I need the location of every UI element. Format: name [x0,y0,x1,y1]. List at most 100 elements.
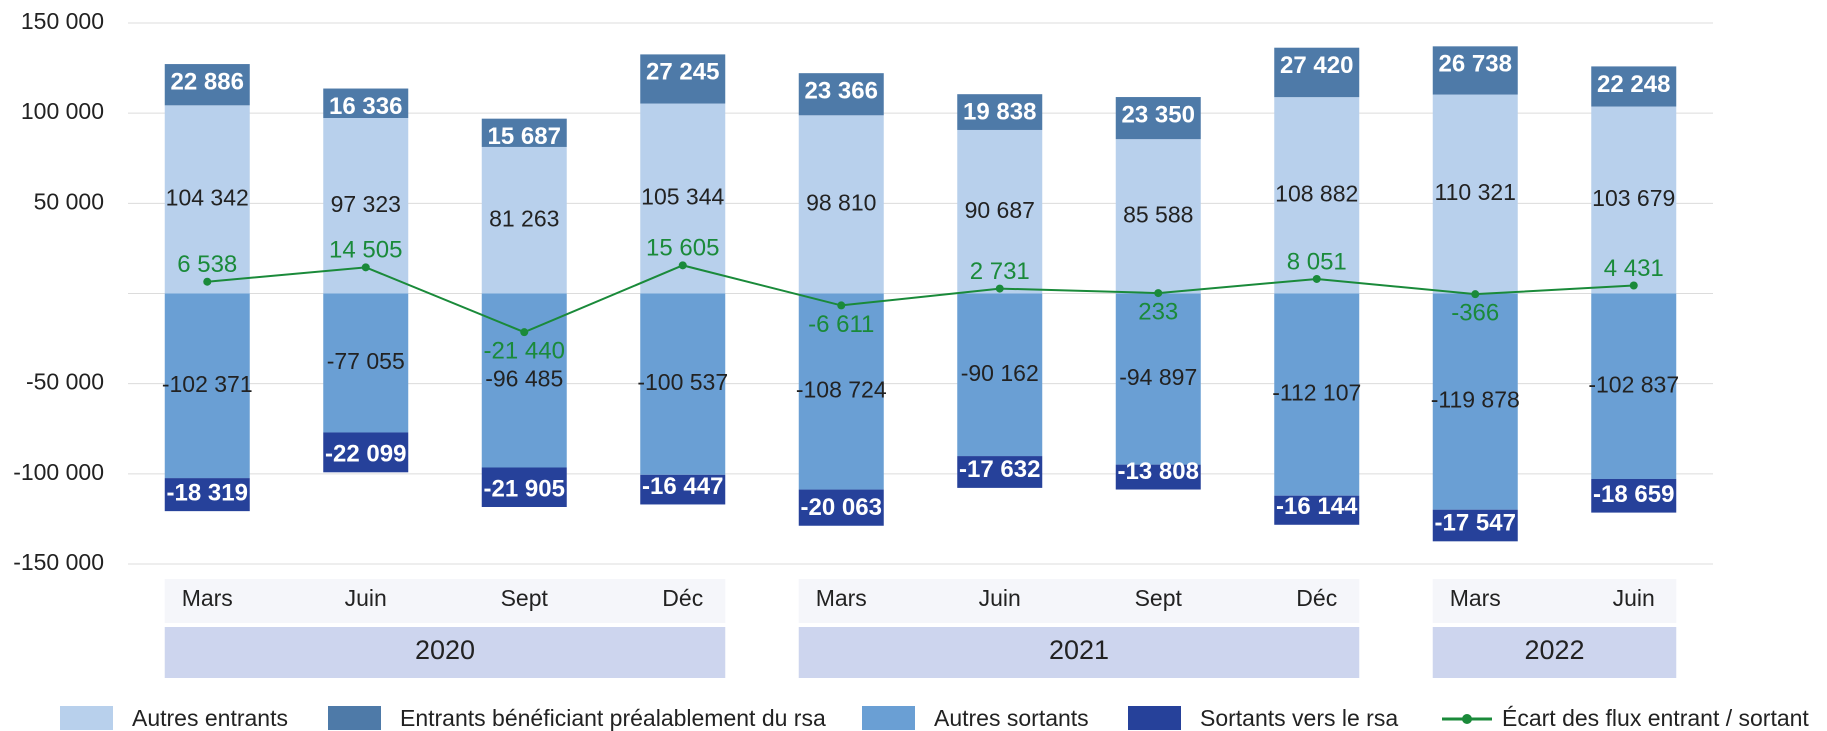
bar-segment [323,293,409,433]
data-label: 19 838 [963,99,1036,126]
legend-dot [1462,714,1472,724]
bar-segment [164,64,250,106]
data-label: -17 632 [959,456,1040,483]
bar-segment [1274,293,1360,496]
legend-swatch [1128,706,1181,730]
bar-segment [1115,139,1201,294]
year-box [798,627,1360,678]
data-label: -18 319 [167,479,248,506]
data-label: 23 350 [1122,101,1195,128]
bar-segment [640,54,726,104]
bar-segment [1432,94,1518,294]
data-label: -16 447 [642,473,723,500]
data-label: -96 485 [485,366,563,392]
line-point [1312,274,1321,283]
line-point [995,284,1004,293]
line-point [203,277,212,286]
bar-segment [798,73,884,116]
line-point [678,261,687,270]
data-label: 105 344 [641,184,724,210]
legend-label: Autres sortants [934,705,1089,731]
data-label: 103 679 [1592,185,1675,211]
bar-segment [798,489,884,526]
line-point [1154,289,1163,298]
bar-segment [798,115,884,294]
y-tick-label: -100 000 [13,459,104,485]
y-tick-label: -150 000 [13,549,104,575]
data-label: -102 837 [1588,371,1679,397]
line-label: -6 611 [808,311,874,338]
bar-segment [481,118,567,147]
line-point [520,328,529,337]
data-label: 81 263 [489,205,559,231]
data-label: -17 547 [1435,510,1516,537]
bar-segment [481,146,567,294]
data-label: -21 905 [484,475,565,502]
line-point [1629,281,1638,290]
x-tick-label: Mars [1450,585,1501,611]
line-point [1471,290,1480,299]
month-row [798,579,1360,623]
bar-segment [1115,293,1201,465]
y-tick-label: -50 000 [26,369,104,395]
bar-segment [1591,66,1677,107]
data-label: 27 245 [646,59,719,86]
bar-segment [1115,97,1201,140]
data-label: -108 724 [796,377,887,403]
bar-segment [481,467,567,507]
data-label: 85 588 [1123,201,1193,227]
year-label: 2021 [1049,635,1109,665]
data-label: -100 537 [637,369,728,395]
data-label: 108 882 [1275,180,1358,206]
year-box [1432,627,1677,678]
data-label: -20 063 [801,494,882,521]
data-label: -94 897 [1119,364,1197,390]
legend-swatch [862,706,915,730]
bar-segment [164,478,250,512]
year-box [164,627,726,678]
line [207,264,1634,334]
bar-segment [640,474,726,505]
x-tick-label: Déc [1296,585,1337,611]
data-label: 110 321 [1435,179,1516,205]
data-label: -16 144 [1276,493,1358,520]
bar-segment [323,432,409,473]
data-label: 90 687 [965,197,1035,223]
line-label: 6 538 [177,251,237,278]
line-label: -366 [1451,300,1499,327]
data-label: 97 323 [331,191,401,217]
data-label: -90 162 [961,360,1039,386]
bar-segment [640,293,726,475]
data-label: 22 886 [171,68,244,95]
line-label: 8 051 [1287,248,1347,275]
year-label: 2020 [415,635,475,665]
year-label: 2022 [1524,635,1584,665]
bar-segment [1432,46,1518,95]
y-tick-label: 150 000 [21,8,104,34]
bar-segment [1274,47,1360,98]
bar-segment [481,293,567,468]
legend-label: Écart des flux entrant / sortant [1502,705,1809,731]
data-label: -22 099 [325,441,406,468]
x-tick-label: Sept [1135,585,1183,611]
bar-segment [164,105,250,294]
x-tick-label: Mars [816,585,867,611]
bar-segment [1274,495,1360,525]
data-label: -77 055 [327,348,405,374]
line-label: 14 505 [329,237,402,264]
bar-segment [957,129,1043,294]
data-label: 98 810 [806,189,876,215]
y-tick-label: 100 000 [21,98,104,124]
x-tick-label: Juin [1613,585,1655,611]
bar-segment [1432,293,1518,510]
bar-segment [1591,478,1677,513]
x-tick-label: Juin [345,585,387,611]
data-label: 27 420 [1280,52,1353,79]
y-tick-label: 50 000 [34,188,104,214]
data-label: 26 738 [1439,51,1512,78]
legend-swatch [328,706,381,730]
line-label: 2 731 [970,258,1030,285]
x-tick-label: Mars [182,585,233,611]
bar-segment [798,293,884,490]
